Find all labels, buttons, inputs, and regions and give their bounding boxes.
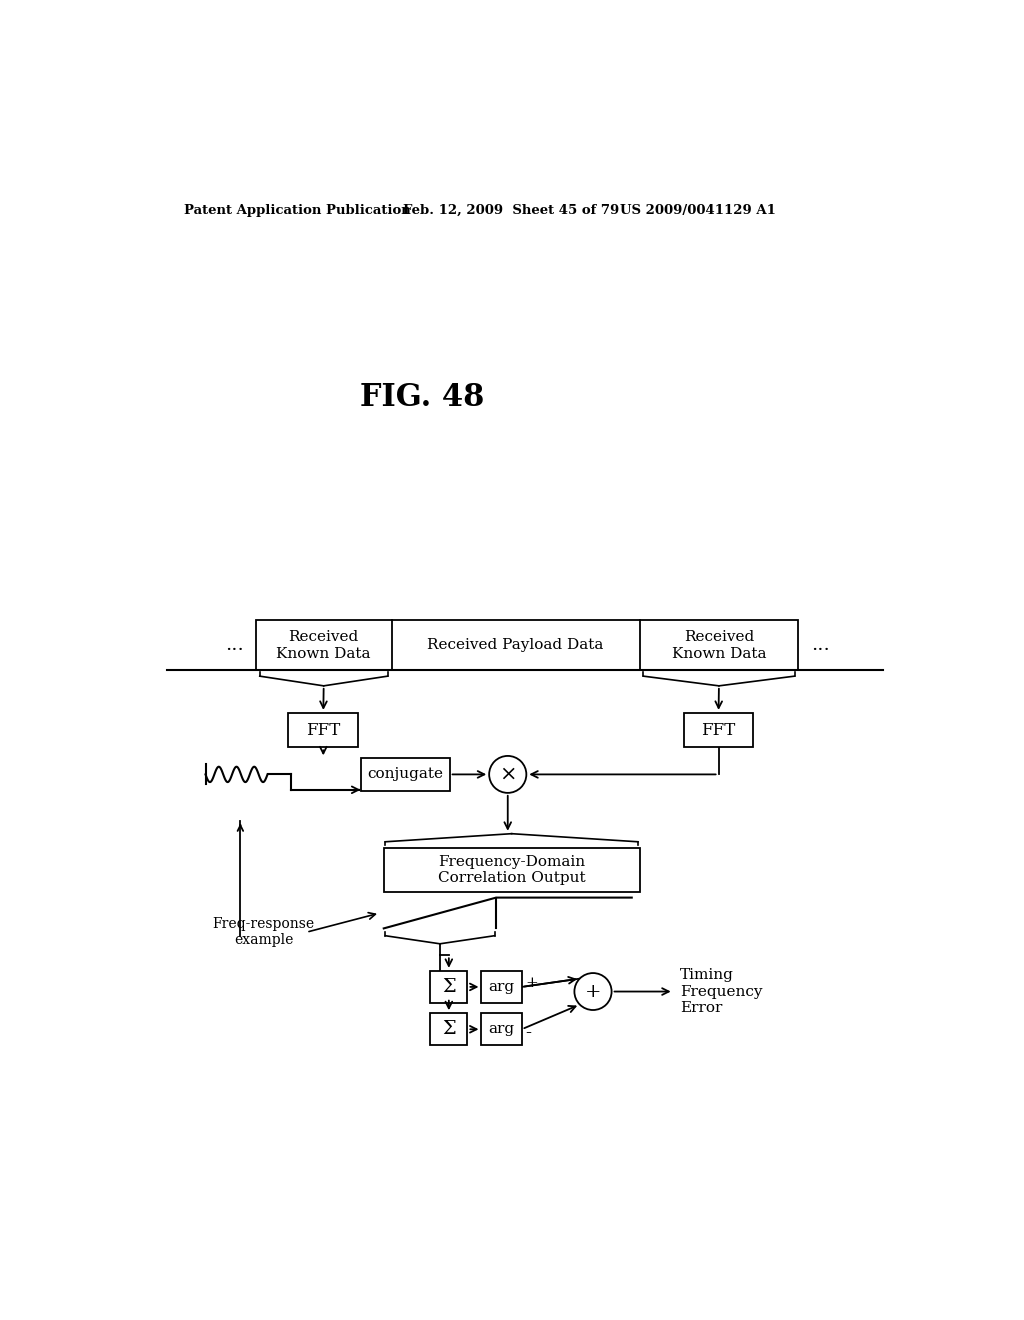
FancyBboxPatch shape — [430, 1014, 467, 1045]
Text: US 2009/0041129 A1: US 2009/0041129 A1 — [621, 205, 776, 218]
FancyBboxPatch shape — [256, 620, 799, 671]
Text: +: + — [585, 982, 601, 1001]
Text: ...: ... — [811, 636, 829, 655]
FancyBboxPatch shape — [481, 970, 521, 1003]
FancyBboxPatch shape — [481, 1014, 521, 1045]
Text: Received Payload Data: Received Payload Data — [427, 639, 604, 652]
FancyBboxPatch shape — [360, 758, 450, 791]
FancyBboxPatch shape — [684, 713, 754, 747]
Text: +: + — [525, 975, 539, 990]
FancyBboxPatch shape — [430, 970, 467, 1003]
Text: ...: ... — [225, 636, 244, 655]
Text: ×: × — [499, 764, 516, 784]
Text: Feb. 12, 2009  Sheet 45 of 79: Feb. 12, 2009 Sheet 45 of 79 — [403, 205, 620, 218]
Text: FFT: FFT — [306, 722, 340, 739]
Text: Freq-response
example: Freq-response example — [213, 917, 314, 948]
FancyBboxPatch shape — [289, 713, 358, 747]
Text: arg: arg — [488, 979, 515, 994]
Circle shape — [574, 973, 611, 1010]
Text: Timing
Frequency
Error: Timing Frequency Error — [680, 969, 762, 1015]
Text: Patent Application Publication: Patent Application Publication — [183, 205, 411, 218]
Text: Σ: Σ — [442, 1020, 456, 1039]
Text: Σ: Σ — [442, 978, 456, 995]
Text: FFT: FFT — [701, 722, 735, 739]
Text: arg: arg — [488, 1022, 515, 1036]
Text: Frequency-Domain
Correlation Output: Frequency-Domain Correlation Output — [438, 855, 586, 884]
Text: conjugate: conjugate — [367, 767, 443, 781]
Circle shape — [489, 756, 526, 793]
Text: FIG. 48: FIG. 48 — [360, 381, 484, 413]
Text: Received
Known Data: Received Known Data — [276, 631, 371, 660]
Text: -: - — [525, 1024, 531, 1041]
Text: Received
Known Data: Received Known Data — [672, 631, 766, 660]
FancyBboxPatch shape — [384, 847, 640, 892]
